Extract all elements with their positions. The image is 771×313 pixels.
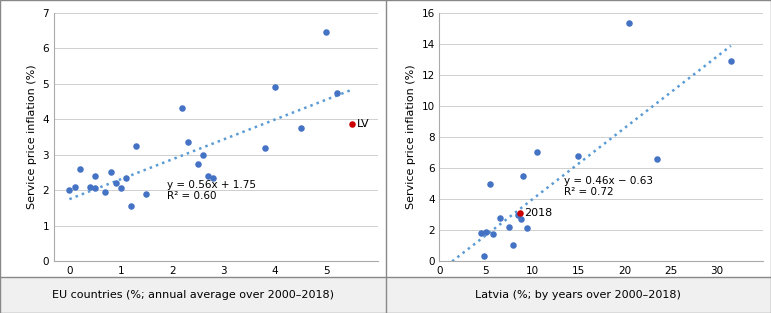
Point [295, 126, 307, 131]
Point [480, 229, 492, 234]
Text: y = 0.56x + 1.75
R² = 0.60: y = 0.56x + 1.75 R² = 0.60 [167, 180, 256, 201]
Point [517, 173, 529, 178]
Point [115, 186, 127, 191]
Point [515, 217, 527, 222]
Text: LV: LV [357, 120, 370, 130]
Point [192, 161, 204, 166]
Point [530, 150, 543, 155]
Point [177, 106, 189, 111]
Point [331, 90, 343, 95]
Point [484, 181, 497, 186]
Point [493, 215, 506, 220]
Point [507, 243, 520, 248]
Point [109, 181, 122, 186]
Point [89, 173, 101, 178]
Point [73, 167, 86, 172]
Point [320, 29, 332, 34]
Text: y = 0.46x − 0.63
R² = 0.72: y = 0.46x − 0.63 R² = 0.72 [564, 176, 653, 198]
Point [130, 143, 143, 148]
Point [197, 152, 209, 157]
X-axis label: Real GDP per capita growth (%): Real GDP per capita growth (%) [127, 282, 305, 292]
X-axis label: Average wage growth (%): Average wage growth (%) [529, 282, 674, 292]
Point [487, 232, 500, 237]
Point [207, 175, 220, 180]
Point [99, 190, 112, 195]
Point [104, 170, 116, 175]
Point [572, 154, 584, 159]
Point [651, 156, 663, 161]
Point [258, 145, 271, 150]
Point [346, 122, 359, 127]
Text: EU countries (%; annual average over 2000–2018): EU countries (%; annual average over 200… [52, 290, 334, 300]
Point [503, 225, 515, 230]
Y-axis label: Service price inflation (%): Service price inflation (%) [27, 64, 37, 209]
Point [513, 211, 526, 216]
Point [63, 188, 76, 193]
Point [140, 191, 153, 196]
Point [84, 184, 96, 189]
Point [623, 21, 635, 26]
Text: 2018: 2018 [524, 208, 552, 218]
Point [69, 184, 81, 189]
Point [478, 254, 490, 259]
Point [89, 186, 101, 191]
Point [181, 140, 194, 145]
Point [512, 212, 524, 217]
Point [521, 225, 534, 230]
Point [120, 175, 132, 180]
Y-axis label: Service price inflation (%): Service price inflation (%) [406, 64, 416, 209]
Point [125, 204, 137, 209]
Point [725, 58, 737, 63]
Point [269, 85, 281, 90]
Point [475, 231, 487, 236]
Text: Latvia (%; by years over 2000–2018): Latvia (%; by years over 2000–2018) [475, 290, 682, 300]
Point [202, 173, 214, 178]
